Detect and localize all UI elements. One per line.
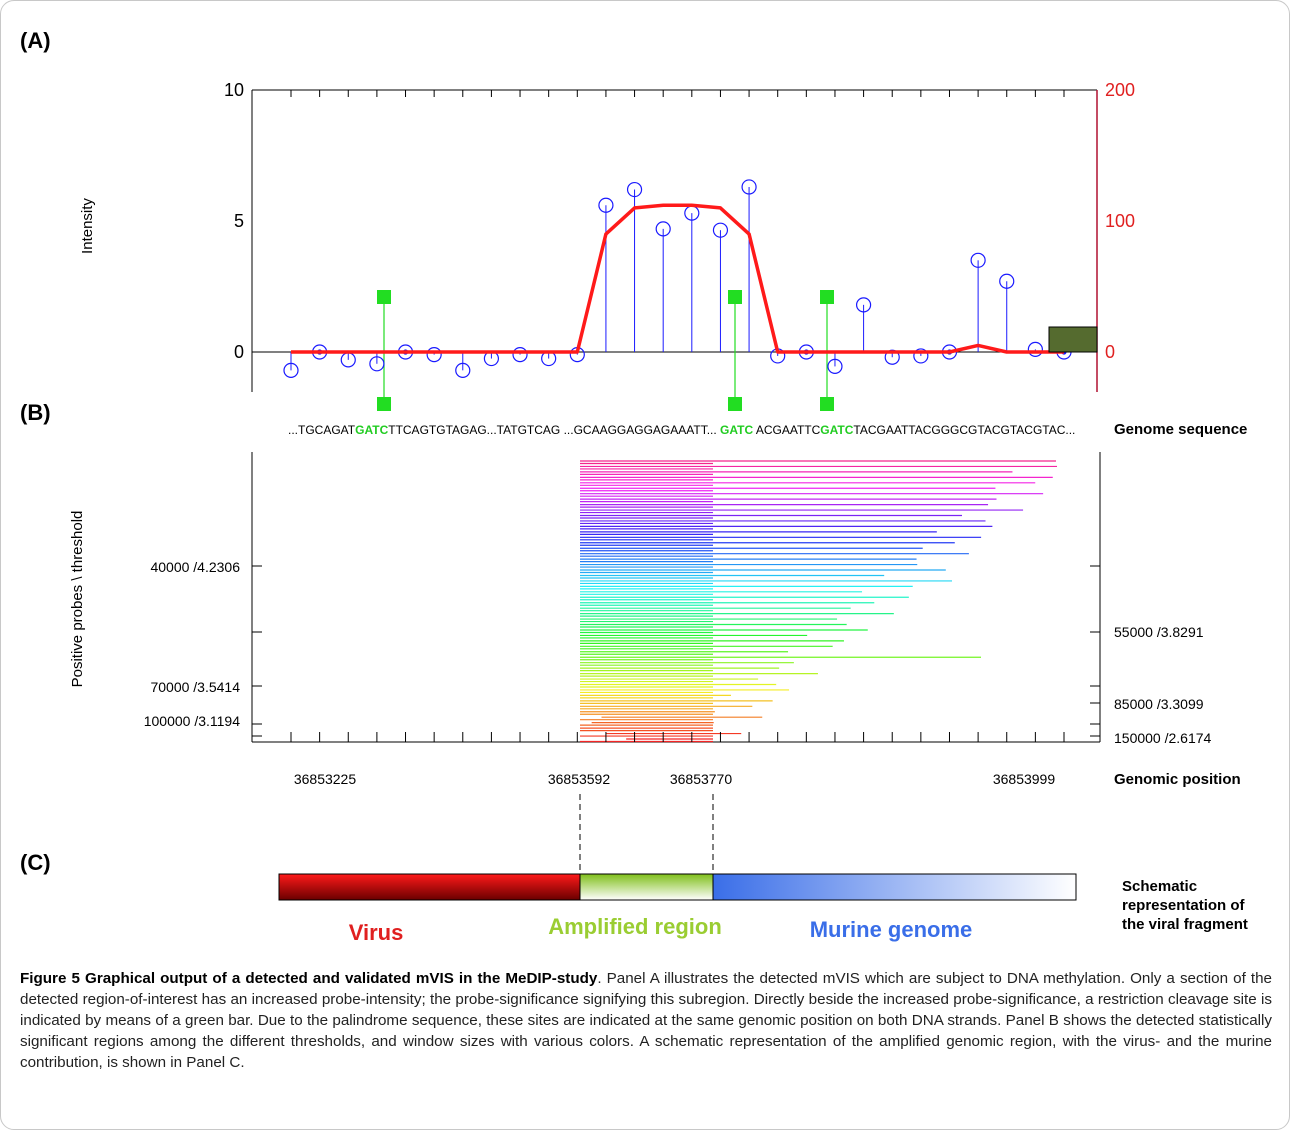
y-tick-5: 5	[234, 211, 244, 231]
restriction-site-marker	[820, 397, 834, 411]
b-ticks	[252, 565, 1100, 742]
seq-segment: ...TGCAGAT	[288, 423, 356, 437]
panel-a-chart: 10 5 0 200 100 0 Intensity	[79, 80, 1135, 411]
schematic-bar	[278, 873, 1077, 901]
significant-regions	[580, 460, 1057, 743]
restriction-sites	[377, 290, 834, 411]
b-y-axis-label: Positive probes \ threshold	[69, 511, 86, 688]
seq-segment: TACGAATTACGGGCGTACGTACGTAC...	[853, 423, 1075, 437]
left-tick-40000: 40000 /4.2306	[150, 559, 240, 575]
left-tick-70000: 70000 /3.5414	[150, 679, 240, 695]
figure-graphic: (A) 10 5 0 200 100 0 Intensity (B) ...TG…	[20, 28, 1248, 945]
probe-point	[712, 222, 729, 238]
y2-tick-200: 200	[1105, 80, 1135, 100]
right-tick-85000: 85000 /3.3099	[1114, 696, 1204, 712]
probe-point	[855, 297, 872, 313]
probe-point	[283, 362, 299, 378]
probe-point	[970, 252, 986, 268]
right-tick-55000: 55000 /3.8291	[1114, 624, 1204, 640]
schematic-label-line-2: representation of	[1122, 897, 1246, 914]
seq-gatc-1: GATC	[355, 423, 388, 437]
genomic-position-label: Genomic position	[1114, 771, 1241, 788]
position-36853999: 36853999	[993, 771, 1056, 787]
restriction-site-marker	[377, 397, 391, 411]
panel-c-label: (C)	[20, 850, 51, 875]
y-tick-10: 10	[224, 80, 244, 100]
probe-point	[369, 356, 385, 372]
position-36853592: 36853592	[548, 771, 611, 787]
top-ticks	[290, 90, 1065, 97]
probe-point	[655, 221, 671, 237]
probe-point	[827, 358, 843, 375]
y2-tick-0: 0	[1105, 342, 1115, 362]
probe-point	[1027, 341, 1043, 357]
position-36853225: 36853225	[294, 771, 357, 787]
probe-point	[741, 179, 757, 195]
virus-label: Virus	[349, 920, 404, 945]
murine-label: Murine genome	[810, 917, 973, 942]
figure-caption: Figure 5 Graphical output of a detected …	[20, 968, 1272, 1073]
caption-body: . Panel A illustrates the detected mVIS …	[20, 970, 1272, 1071]
right-tick-150000: 150000 /2.6174	[1114, 730, 1212, 746]
seq-segment: ACGAATTC	[753, 423, 820, 437]
restriction-site-marker	[728, 290, 742, 304]
probe-point	[999, 273, 1015, 289]
restriction-site-marker	[377, 290, 391, 304]
schematic-label-line-1: Schematic	[1122, 878, 1197, 895]
schematic-label-line-3: the viral fragment	[1122, 916, 1248, 933]
genome-sequence: ...TGCAGATGATCTTCAGTGTAGAG...TATGTCAG ..…	[288, 423, 1075, 437]
y-tick-0: 0	[234, 342, 244, 362]
murine-segment	[712, 873, 1077, 901]
amplified-label: Amplified region	[548, 914, 722, 939]
y2-tick-100: 100	[1105, 211, 1135, 231]
probe-point	[626, 181, 643, 198]
position-36853770: 36853770	[670, 771, 733, 787]
probe-point	[884, 349, 900, 365]
seq-gatc-2: GATC	[720, 423, 753, 437]
region-box	[1048, 326, 1098, 353]
seq-gatc-3: GATC	[820, 423, 853, 437]
virus-segment	[278, 873, 581, 901]
panel-b-label: (B)	[20, 400, 51, 425]
seq-segment: TTCAGTGTAGAG...TATGTCAG ...GCAAGGAGGAGAA…	[388, 423, 720, 437]
probe-point	[455, 362, 471, 378]
probe-point	[913, 348, 929, 364]
y-axis-label: Intensity	[79, 198, 96, 254]
smoothed-significance-line	[291, 203, 1064, 354]
probe-stems	[283, 179, 1072, 378]
probe-point	[512, 347, 528, 363]
genome-sequence-label: Genome sequence	[1114, 421, 1247, 438]
panel-a-label: (A)	[20, 28, 51, 53]
probe-point	[426, 347, 442, 363]
restriction-site-marker	[728, 397, 742, 411]
probe-point	[598, 197, 614, 213]
caption-title: Figure 5 Graphical output of a detected …	[20, 970, 598, 987]
panel-b-chart: Positive probes \ threshold 40000 /4.230…	[69, 452, 1241, 788]
left-tick-100000: 100000 /3.1194	[144, 713, 240, 729]
amplified-segment	[579, 873, 714, 901]
restriction-site-marker	[820, 290, 834, 304]
